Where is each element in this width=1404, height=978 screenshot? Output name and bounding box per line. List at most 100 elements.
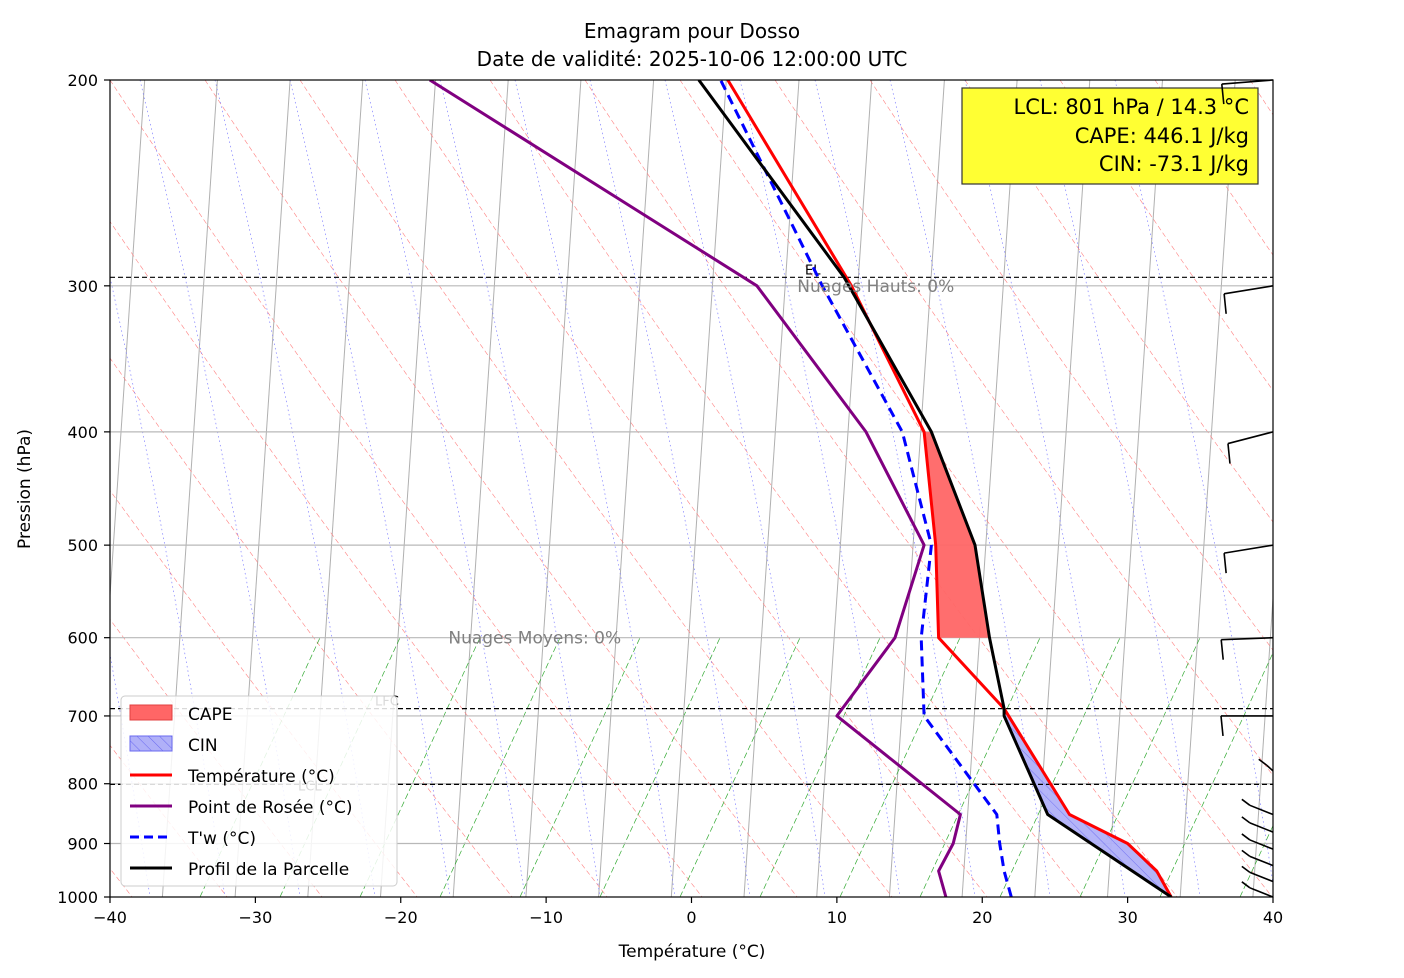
isotherm-line [816,80,873,897]
moist-adiabat-line [1114,80,1273,887]
wind-barb-staff [1249,887,1274,898]
mid-cloud-label: Nuages Moyens: 0% [448,629,621,649]
wind-barb-flag [1223,293,1227,314]
dry-adiabat-line [204,80,798,897]
wind-barbs [1220,79,1274,898]
wind-barb-staff [1266,764,1274,772]
moist-adiabat-line [439,80,601,897]
mixing-ratio-line [759,637,881,897]
y-tick-label: 300 [67,277,98,296]
x-tick-label: −40 [93,908,127,927]
mixing-ratio-line [1079,637,1201,897]
isotherm-line [110,80,146,603]
isotherm-line [525,80,582,897]
isotherm-line [1179,80,1236,897]
wind-barb-staff [1224,285,1274,295]
wind-barb [1258,758,1274,772]
isotherm-line [961,80,1018,897]
wind-barb-flag [1241,833,1251,841]
moist-adiabat-line [964,80,1126,897]
moist-adiabat-line [589,80,751,897]
legend-label-cape: CAPE [188,705,233,725]
legend-label-tw: T'w (°C) [187,829,256,849]
y-axis-ticks: 1000 900 800 700 600 500 400 300 200 [57,71,110,907]
legend-box [120,695,398,887]
isotherm-line [670,80,727,897]
wind-barb-staff [1249,804,1274,816]
mixing-ratio-line [1159,651,1273,897]
dry-adiabat-line [679,80,1273,897]
wind-barb-flag [1241,881,1251,889]
legend-swatch-cin [129,735,173,752]
moist-adiabat-line [514,80,676,897]
high-cloud-label: Nuages Hauts: 0% [797,277,954,297]
dry-adiabat-line [110,221,608,897]
dry-adiabat-line [1154,80,1273,256]
wind-barb [1227,431,1274,464]
wind-barb [1241,816,1274,833]
wind-barb [1241,881,1274,898]
wind-barb-flag [1223,553,1227,574]
cape-area [924,431,990,638]
series-line-dew [429,80,962,897]
mixing-ratio-line [919,637,1041,897]
dry-adiabat-line [584,80,1178,897]
dry-adiabat-line [489,80,1083,897]
mixing-ratio-line [679,637,801,897]
series-line-parcel [697,80,1173,897]
moist-adiabat-line [364,80,526,897]
mixing-ratio-line [1239,824,1273,897]
wind-barb [1241,849,1274,867]
x-tick-label: 20 [972,908,992,927]
info-cin: CIN: -73.1 J/kg [1099,152,1249,176]
y-tick-label: 700 [67,707,98,726]
dry-adiabat-line [869,80,1273,651]
y-tick-label: 1000 [57,888,98,907]
wind-barb [1223,285,1274,314]
wind-barb [1241,798,1274,816]
x-axis-label: Température (°C) [618,942,766,962]
y-tick-label: 800 [67,775,98,794]
moist-adiabat-line [1039,80,1201,897]
x-tick-label: 10 [827,908,847,927]
series-line-temp [726,80,1173,897]
legend: CAPE CIN Température (°C) Point de Rosée… [120,695,398,887]
wind-barb [1220,636,1274,660]
y-tick-label: 200 [67,71,98,90]
dry-adiabat-line [110,357,513,897]
info-lcl: LCL: 801 hPa / 14.3 °C [1014,95,1250,119]
wind-barb-staff [1249,839,1274,850]
wind-barb [1241,865,1274,883]
chart-subtitle: Date de validité: 2025-10-06 12:00:00 UT… [477,47,908,71]
wind-barb-flag [1220,639,1224,660]
mixing-ratio-line [439,637,561,897]
wind-barb [1220,79,1274,105]
series-line-tw [719,80,1013,897]
wind-barb-staff [1249,871,1274,883]
wind-barb-staff [1249,822,1274,833]
x-tick-label: −20 [384,908,418,927]
x-axis-ticks: −40 −30 −20 −10 0 10 20 30 40 [93,897,1283,927]
moist-adiabat-line [814,80,976,897]
moist-adiabat-line [289,80,451,897]
isotherm-line [452,80,509,897]
dry-adiabat-line [964,80,1273,523]
wind-barb-staff [1249,855,1274,867]
cape-cin-fills [924,431,1172,897]
mixing-ratio-line [519,637,641,897]
info-box: LCL: 801 hPa / 14.3 °C CAPE: 446.1 J/kg … [961,87,1259,185]
x-tick-label: −10 [529,908,563,927]
mixing-ratio-line [599,637,721,897]
wind-barb-flag [1241,865,1251,873]
dry-adiabat-line [1059,80,1273,392]
isotherm-line [743,80,800,897]
wind-barb-staff [1221,79,1274,85]
wind-barb-flag [1220,83,1225,105]
x-tick-label: 0 [686,908,696,927]
wind-barb [1241,833,1274,850]
profile-series [429,80,1173,897]
x-tick-label: −30 [238,908,272,927]
x-tick-label: 30 [1117,908,1137,927]
legend-label-dew: Point de Rosée (°C) [188,798,353,818]
moist-adiabat-line [739,80,901,897]
